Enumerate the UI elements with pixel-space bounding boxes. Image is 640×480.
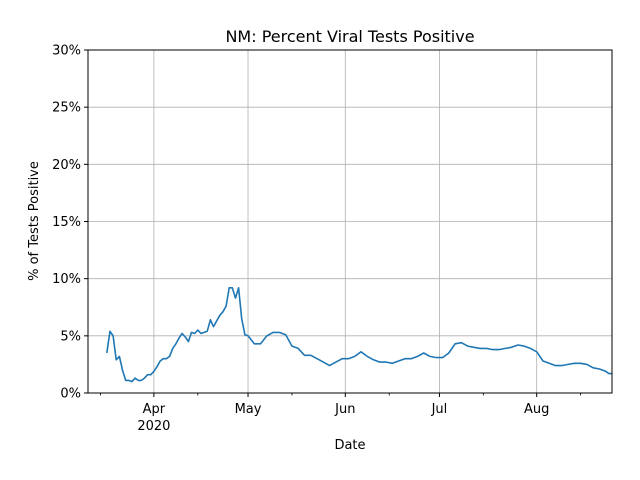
x-axis: Apr 2020 May Jun Jul Aug <box>100 393 582 434</box>
x-tick-label: Jun <box>334 402 355 417</box>
series-line <box>106 286 612 383</box>
y-tick-label: 10% <box>52 272 81 287</box>
x-tick-label: Apr <box>143 402 166 417</box>
x-axis-label: Date <box>334 438 365 453</box>
x-tick-year-label: 2020 <box>137 419 170 434</box>
y-tick-label: 5% <box>60 329 81 344</box>
grid <box>88 49 612 394</box>
x-tick-label: Jul <box>431 402 448 417</box>
y-tick-label: 25% <box>52 101 81 116</box>
x-tick-label: Aug <box>524 402 549 417</box>
y-axis-label: % of Tests Positive <box>27 161 42 281</box>
y-tick-label: 20% <box>52 158 81 173</box>
y-tick-label: 15% <box>52 215 81 230</box>
y-tick-label: 30% <box>52 44 81 59</box>
y-tick-label: 0% <box>60 387 81 402</box>
chart-title: NM: Percent Viral Tests Positive <box>225 27 474 46</box>
y-axis: 0% 5% 10% 15% 20% 25% 30% <box>52 44 88 402</box>
x-tick-label: May <box>235 402 262 417</box>
